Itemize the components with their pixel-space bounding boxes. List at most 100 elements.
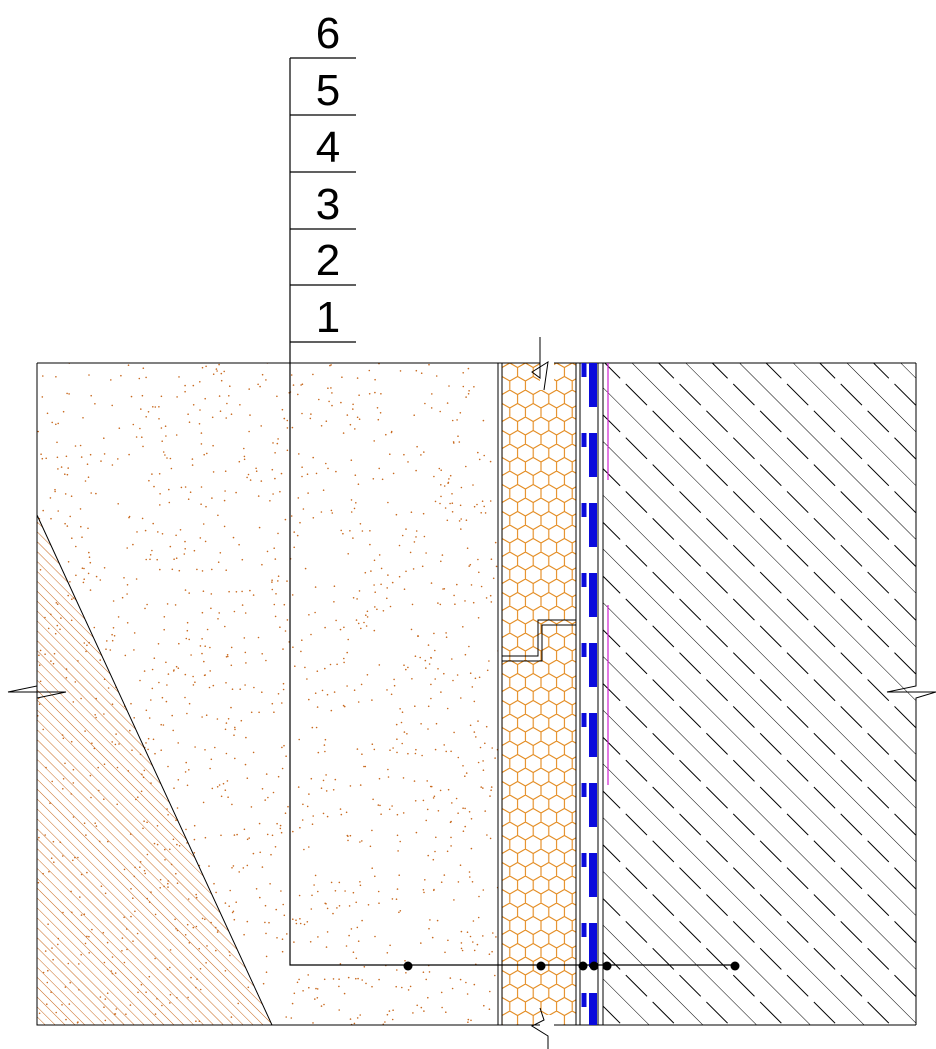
stipple-dot — [277, 532, 279, 535]
stipple-dot — [179, 529, 182, 531]
stipple-dot — [83, 578, 85, 580]
stipple-dot — [138, 377, 141, 380]
stipple-dot — [175, 665, 178, 668]
stipple-dot — [489, 500, 492, 502]
stipple-dot — [430, 656, 432, 659]
stipple-dot — [274, 452, 276, 454]
stipple-dot — [482, 787, 484, 789]
stipple-dot — [355, 619, 358, 621]
stipple-dot — [64, 522, 66, 525]
stipple-dot — [133, 649, 135, 651]
stipple-dot — [193, 824, 196, 827]
stipple-dot — [387, 501, 389, 504]
stipple-dot — [398, 911, 400, 914]
stipple-dot — [186, 784, 189, 787]
stipple-dot — [135, 436, 138, 438]
stipple-dot — [446, 707, 449, 710]
stipple-dot — [458, 520, 461, 522]
stipple-dot — [364, 765, 367, 768]
stipple-dot — [309, 941, 312, 943]
stipple-dot — [235, 901, 237, 903]
stipple-dot — [200, 443, 203, 445]
stipple-dot — [211, 497, 213, 499]
stipple-dot — [65, 455, 68, 458]
stipple-dot — [281, 702, 283, 704]
stipple-dot — [340, 529, 343, 532]
stipple-dot — [126, 593, 128, 595]
stipple-dot — [409, 551, 412, 554]
stipple-dot — [285, 755, 287, 757]
stipple-dot — [282, 682, 285, 685]
stipple-dot — [469, 935, 472, 938]
stipple-dot — [361, 530, 364, 532]
stipple-dot — [447, 939, 449, 942]
stipple-dot — [232, 910, 235, 913]
stipple-dot — [448, 478, 450, 480]
stipple-dot — [224, 902, 227, 904]
stipple-dot — [219, 410, 222, 413]
stipple-dot — [405, 972, 407, 974]
stipple-dot — [369, 543, 371, 546]
stipple-dot — [373, 629, 376, 632]
stipple-dot — [400, 721, 403, 724]
stipple-dot — [291, 426, 294, 429]
stipple-dot — [411, 678, 413, 680]
stipple-dot — [150, 699, 152, 701]
stipple-dot — [459, 412, 462, 414]
stipple-dot — [81, 567, 84, 569]
stipple-dot — [281, 408, 284, 411]
stipple-dot — [312, 373, 314, 376]
stipple-dot — [323, 978, 326, 981]
stipple-dot — [308, 986, 310, 989]
stipple-dot — [401, 986, 403, 989]
stipple-dot — [372, 478, 375, 480]
stipple-dot — [365, 625, 368, 627]
stipple-dot — [281, 938, 284, 940]
stipple-dot — [424, 879, 426, 881]
stipple-dot — [431, 393, 433, 395]
stipple-dot — [390, 693, 393, 696]
stipple-dot — [468, 645, 470, 648]
stipple-dot — [378, 467, 381, 470]
stipple-dot — [265, 955, 268, 958]
stipple-dot — [284, 518, 287, 521]
stipple-dot — [302, 990, 304, 992]
stipple-dot — [343, 705, 346, 708]
stipple-dot — [398, 575, 401, 578]
stipple-dot — [249, 414, 251, 416]
stipple-dot — [315, 726, 318, 729]
stipple-dot — [239, 404, 241, 406]
stipple-dot — [284, 630, 287, 632]
stipple-dot — [314, 692, 317, 694]
stipple-dot — [62, 410, 65, 413]
stipple-dot — [283, 744, 285, 747]
stipple-dot — [467, 1018, 470, 1021]
stipple-dot — [184, 540, 186, 543]
stipple-dot — [387, 768, 389, 771]
stipple-dot — [259, 851, 262, 854]
stipple-dot — [437, 602, 439, 604]
stipple-dot — [399, 840, 402, 843]
stipple-dot — [464, 807, 466, 810]
stipple-dot — [121, 596, 124, 599]
stipple-dot — [88, 556, 91, 558]
stipple-dot — [250, 806, 253, 808]
stipple-dot — [428, 363, 430, 366]
stipple-dot — [427, 705, 430, 708]
stipple-dot — [201, 570, 204, 572]
stipple-dot — [258, 526, 261, 529]
stipple-dot — [438, 467, 441, 470]
stipple-dot — [244, 684, 246, 686]
stipple-dot — [473, 983, 476, 986]
stipple-dot — [178, 569, 181, 572]
stipple-dot — [471, 881, 474, 883]
stipple-dot — [151, 668, 154, 671]
stipple-dot — [433, 795, 436, 798]
stipple-dot — [399, 910, 402, 912]
stipple-dot — [82, 417, 84, 419]
stipple-dot — [223, 525, 226, 528]
stipple-dot — [66, 392, 68, 395]
stipple-dot — [277, 693, 280, 695]
stipple-dot — [359, 881, 361, 883]
stipple-dot — [292, 646, 294, 648]
